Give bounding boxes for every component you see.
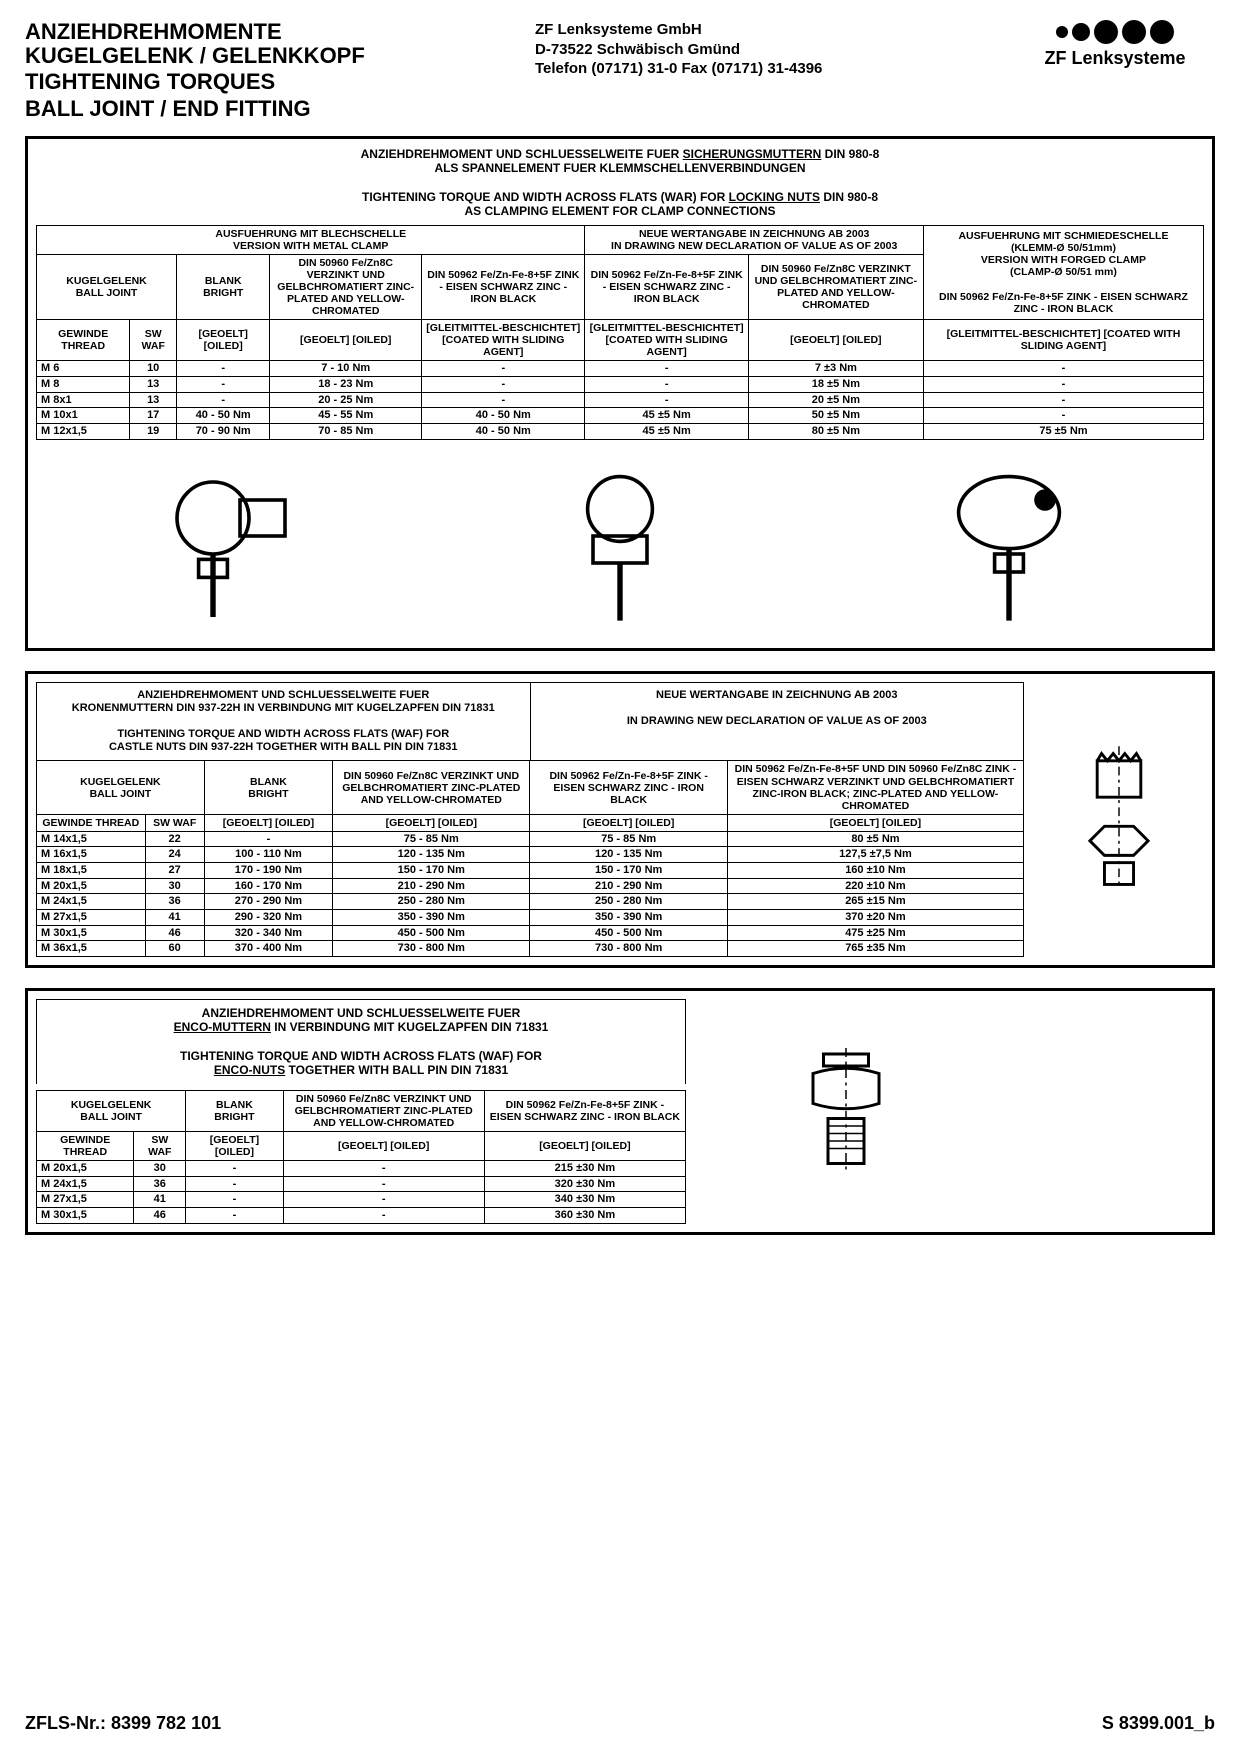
- ball-joint-metal-clamp-icon: [141, 455, 321, 635]
- logo: ZF Lenksysteme: [1015, 20, 1215, 69]
- table-row: M 610-7 - 10 Nm--7 ±3 Nm-: [37, 361, 1204, 377]
- castle-nut-icon: [1034, 682, 1204, 957]
- page-header: ANZIEHDREHMOMENTE KUGELGELENK / GELENKKO…: [25, 20, 1215, 121]
- section2-header: ANZIEHDREHMOMENT UND SCHLUESSELWEITE FUE…: [36, 682, 1024, 761]
- table-castle-nuts: KUGELGELENKBALL JOINT BLANKBRIGHT DIN 50…: [36, 760, 1024, 956]
- page-footer: ZFLS-Nr.: 8399 782 101 S 8399.001_b: [25, 1713, 1215, 1734]
- table-row: M 30x1,546--360 ±30 Nm: [37, 1208, 686, 1224]
- logo-dots-icon: [1015, 20, 1215, 44]
- table-row: M 12x1,51970 - 90 Nm70 - 85 Nm40 - 50 Nm…: [37, 423, 1204, 439]
- table-row: M 813-18 - 23 Nm--18 ±5 Nm-: [37, 376, 1204, 392]
- title-en-2: BALL JOINT / END FITTING: [25, 97, 505, 121]
- title-block: ANZIEHDREHMOMENTE KUGELGELENK / GELENKKO…: [25, 20, 505, 121]
- section-enco-nuts: ANZIEHDREHMOMENT UND SCHLUESSELWEITE FUE…: [25, 988, 1215, 1235]
- section-castle-nuts: ANZIEHDREHMOMENT UND SCHLUESSELWEITE FUE…: [25, 671, 1215, 968]
- section1-images: [36, 440, 1204, 640]
- table-row: M 24x1,536270 - 290 Nm250 - 280 Nm250 - …: [37, 894, 1024, 910]
- company-address: D-73522 Schwäbisch Gmünd: [535, 40, 1015, 60]
- table-row: M 20x1,530160 - 170 Nm210 - 290 Nm210 - …: [37, 878, 1024, 894]
- table-row: M 30x1,546320 - 340 Nm450 - 500 Nm450 - …: [37, 925, 1024, 941]
- ball-joint-alt-icon: [530, 455, 710, 635]
- table-row: M 16x1,524100 - 110 Nm120 - 135 Nm120 - …: [37, 847, 1024, 863]
- table-enco-nuts: KUGELGELENKBALL JOINT BLANKBRIGHT DIN 50…: [36, 1090, 686, 1224]
- logo-text: ZF Lenksysteme: [1015, 48, 1215, 69]
- table-row: M 36x1,560370 - 400 Nm730 - 800 Nm730 - …: [37, 941, 1024, 957]
- title-en-1: TIGHTENING TORQUES: [25, 70, 505, 94]
- section1-title: ANZIEHDREHMOMENT UND SCHLUESSELWEITE FUE…: [36, 147, 1204, 219]
- ball-joint-forged-clamp-icon: [919, 455, 1099, 635]
- table-row: M 27x1,541--340 ±30 Nm: [37, 1192, 686, 1208]
- table-row: M 10x11740 - 50 Nm45 - 55 Nm40 - 50 Nm45…: [37, 408, 1204, 424]
- table-row: M 20x1,530--215 ±30 Nm: [37, 1161, 686, 1177]
- section3-title: ANZIEHDREHMOMENT UND SCHLUESSELWEITE FUE…: [36, 999, 686, 1084]
- enco-nut-icon: [696, 999, 996, 1224]
- table-row: M 8x113-20 - 25 Nm--20 ±5 Nm-: [37, 392, 1204, 408]
- table-row: M 14x1,522-75 - 85 Nm75 - 85 Nm80 ±5 Nm: [37, 831, 1024, 847]
- footer-sheet-number: S 8399.001_b: [1102, 1713, 1215, 1734]
- table-locking-nuts: AUSFUEHRUNG MIT BLECHSCHELLEVERSION WITH…: [36, 225, 1204, 440]
- company-block: ZF Lenksysteme GmbH D-73522 Schwäbisch G…: [505, 20, 1015, 79]
- section-locking-nuts: ANZIEHDREHMOMENT UND SCHLUESSELWEITE FUE…: [25, 136, 1215, 651]
- footer-part-number: ZFLS-Nr.: 8399 782 101: [25, 1713, 221, 1734]
- table-row: M 24x1,536--320 ±30 Nm: [37, 1176, 686, 1192]
- title-de-1: ANZIEHDREHMOMENTE: [25, 20, 505, 44]
- title-de-2: KUGELGELENK / GELENKKOPF: [25, 44, 505, 68]
- company-name: ZF Lenksysteme GmbH: [535, 20, 1015, 40]
- company-phone: Telefon (07171) 31-0 Fax (07171) 31-4396: [535, 59, 1015, 79]
- table-row: M 27x1,541290 - 320 Nm350 - 390 Nm350 - …: [37, 909, 1024, 925]
- table-row: M 18x1,527170 - 190 Nm150 - 170 Nm150 - …: [37, 863, 1024, 879]
